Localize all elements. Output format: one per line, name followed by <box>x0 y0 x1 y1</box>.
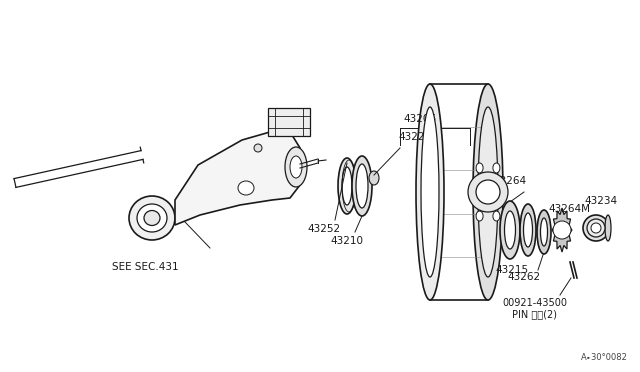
Text: 43264: 43264 <box>493 176 527 186</box>
Ellipse shape <box>537 210 551 254</box>
Ellipse shape <box>605 215 611 241</box>
Ellipse shape <box>421 107 439 277</box>
Ellipse shape <box>493 211 500 221</box>
Ellipse shape <box>476 211 483 221</box>
Text: 43210: 43210 <box>330 236 363 246</box>
Ellipse shape <box>476 163 483 173</box>
Text: PIN ピン(2): PIN ピン(2) <box>513 309 557 319</box>
Ellipse shape <box>553 221 571 239</box>
Ellipse shape <box>473 84 503 300</box>
Ellipse shape <box>583 215 609 241</box>
Ellipse shape <box>356 164 368 208</box>
Ellipse shape <box>285 147 307 187</box>
Ellipse shape <box>129 196 175 240</box>
Ellipse shape <box>591 223 601 233</box>
Ellipse shape <box>369 171 379 185</box>
Ellipse shape <box>144 211 160 225</box>
Ellipse shape <box>338 158 356 214</box>
Ellipse shape <box>504 211 515 249</box>
Ellipse shape <box>587 219 605 237</box>
Ellipse shape <box>342 167 352 205</box>
Text: 43262: 43262 <box>508 272 541 282</box>
Text: A∙30°0082: A∙30°0082 <box>581 353 628 362</box>
Ellipse shape <box>238 181 254 195</box>
Ellipse shape <box>493 163 500 173</box>
Text: 43234: 43234 <box>584 196 617 206</box>
Ellipse shape <box>476 180 500 204</box>
Ellipse shape <box>254 144 262 152</box>
Ellipse shape <box>352 156 372 216</box>
Polygon shape <box>175 132 300 225</box>
Ellipse shape <box>290 156 302 178</box>
Ellipse shape <box>541 218 547 246</box>
Text: 43264M: 43264M <box>548 204 590 214</box>
Ellipse shape <box>500 201 520 259</box>
Ellipse shape <box>524 213 532 247</box>
Polygon shape <box>268 108 310 136</box>
Ellipse shape <box>520 204 536 256</box>
Ellipse shape <box>468 172 508 212</box>
Ellipse shape <box>478 107 498 277</box>
Text: 43252: 43252 <box>307 224 340 234</box>
Ellipse shape <box>416 84 444 300</box>
Ellipse shape <box>137 204 167 232</box>
Text: SEE SEC.431: SEE SEC.431 <box>112 262 179 272</box>
Text: 00921-43500: 00921-43500 <box>502 298 568 308</box>
Text: 43206: 43206 <box>403 114 436 124</box>
Text: 43215: 43215 <box>495 265 529 275</box>
Text: 43222: 43222 <box>398 132 431 142</box>
Polygon shape <box>552 208 572 252</box>
